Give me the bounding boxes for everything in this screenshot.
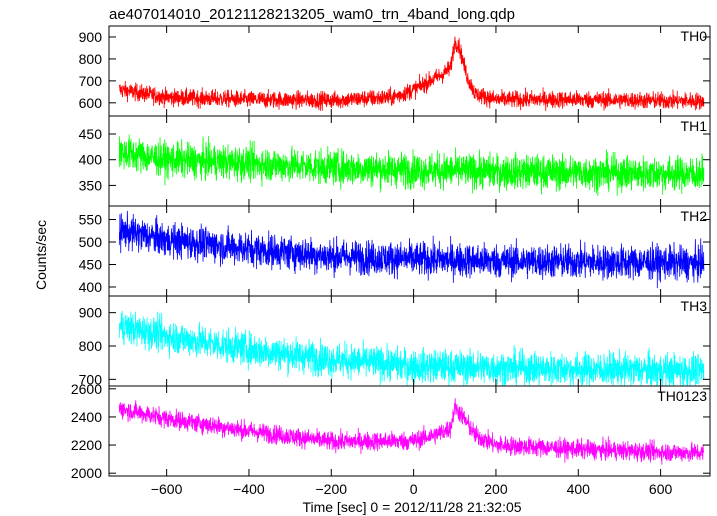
chart-title: ae407014010_20121128213205_wam0_trn_4ban…: [109, 6, 515, 23]
x-axis: −600 −400 −200 0 200 400 600: [151, 481, 673, 497]
x-axis-title: Time [sec] 0 = 2012/11/28 21:32:05: [302, 499, 521, 515]
y-tick-label: 500: [79, 234, 103, 250]
y-tick-label: 2200: [71, 437, 102, 453]
y-tick-label: 800: [79, 338, 103, 354]
y-axis-title: Counts/sec: [33, 220, 49, 290]
series-line-th0: [118, 36, 705, 112]
y-tick-label: 900: [79, 29, 103, 45]
y-tick-label: 2000: [71, 465, 102, 481]
y-tick-label: 600: [79, 95, 103, 111]
series-line-th1: [118, 134, 705, 197]
x-tick-label: −600: [151, 481, 183, 497]
y-tick-label: 800: [79, 51, 103, 67]
y-tick-label: 400: [79, 279, 103, 295]
y-tick-label: 350: [79, 177, 103, 193]
y-tick-label: 2600: [71, 381, 102, 397]
y-tick-label: 550: [79, 212, 103, 228]
y-tick-label: 700: [79, 371, 103, 387]
panel-th1: 350 400 450 TH1: [79, 115, 711, 207]
x-tick-label: 0: [410, 481, 418, 497]
panel-th0: 600 700 800 900 TH0: [79, 25, 711, 117]
x-tick-label: 200: [484, 481, 508, 497]
panel-label-th0: TH0: [681, 28, 708, 44]
panel-label-th3: TH3: [681, 298, 708, 314]
series-line-th2: [118, 210, 705, 289]
panel-frame: [108, 385, 711, 477]
panel-th2: 400 450 500 550 TH2: [79, 205, 711, 297]
panel-th0123: 2000 2200 2400 2600 TH0123: [71, 381, 711, 481]
y-tick-label: 450: [79, 126, 103, 142]
y-tick-label: 2400: [71, 409, 102, 425]
y-tick-label: 400: [79, 152, 103, 168]
series-line-th0123: [118, 398, 705, 465]
panel-label-th1: TH1: [681, 118, 708, 134]
series-line-th3: [118, 310, 705, 386]
x-tick-label: 400: [567, 481, 591, 497]
y-tick-label: 450: [79, 257, 103, 273]
y-tick-label: 900: [79, 305, 103, 321]
panel-label-th0123: TH0123: [657, 388, 707, 404]
x-tick-label: −200: [316, 481, 348, 497]
panel-label-th2: TH2: [681, 208, 708, 224]
x-tick-label: 600: [649, 481, 673, 497]
y-tick-label: 700: [79, 73, 103, 89]
chart-panels: 600 700 800 900 TH0 350 400 450 TH1 400 450 500 550 T…: [71, 25, 711, 481]
panel-th3: 700 800 900 TH3: [79, 295, 711, 387]
x-tick-label: −400: [233, 481, 265, 497]
